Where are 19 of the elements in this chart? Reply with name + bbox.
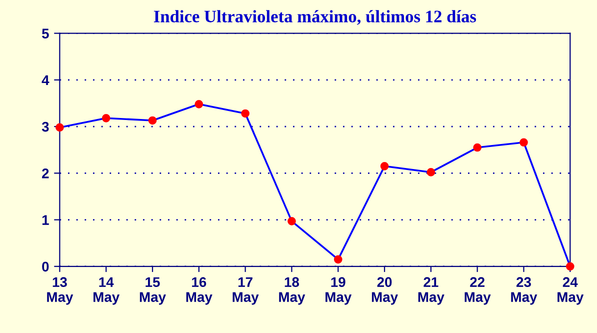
x-tick-label: 19 May xyxy=(326,277,352,305)
y-tick-label: 1 xyxy=(42,215,49,225)
x-tick-label: 20 May xyxy=(372,277,398,305)
y-tick-label: 3 xyxy=(42,122,49,132)
x-tick-label: 24 May xyxy=(558,277,584,305)
x-tick-label: 23 May xyxy=(511,277,538,305)
x-tick-label: 13 May xyxy=(47,277,74,305)
chart-title: Indice Ultravioleta máximo, últimos 12 días xyxy=(154,10,476,25)
y-tick-label: 5 xyxy=(42,28,49,38)
x-tick-label: 17 May xyxy=(232,277,259,305)
y-tick-label: 0 xyxy=(42,262,49,272)
x-tick-label: 22 May xyxy=(464,277,491,305)
x-tick-label: 21 May xyxy=(418,277,444,305)
x-tick-label: 14 May xyxy=(94,277,120,305)
y-tick-label: 4 xyxy=(42,75,50,85)
x-tick-label: 16 May xyxy=(186,277,212,305)
y-tick-label: 2 xyxy=(42,168,49,178)
x-tick-label: 18 May xyxy=(279,277,306,305)
x-tick-label: 15 May xyxy=(140,277,166,305)
